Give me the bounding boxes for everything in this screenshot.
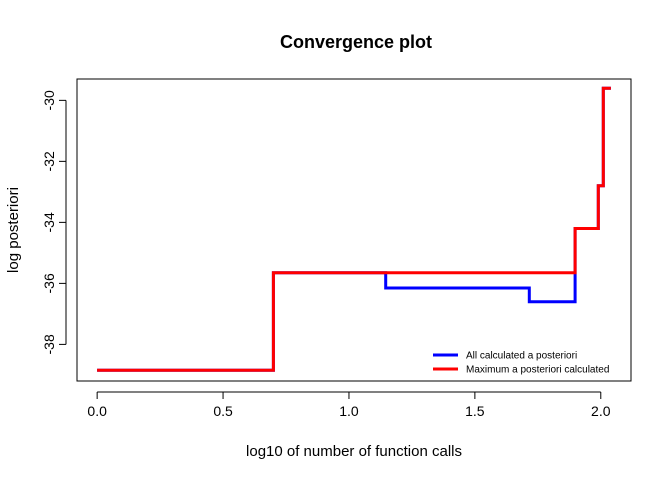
chart-title: Convergence plot (280, 32, 432, 52)
plot-frame (76, 78, 632, 382)
series-line-2 (97, 86, 611, 372)
y-tick-label: -32 (41, 151, 57, 171)
x-tick-label: 0.0 (87, 403, 107, 419)
y-tick-label: -30 (41, 90, 57, 110)
y-tick-label: -36 (41, 273, 57, 293)
x-tick-label: 0.5 (213, 403, 233, 419)
x-tick-label: 1.5 (465, 403, 485, 419)
legend-label-1: All calculated a posteriori (466, 351, 577, 362)
x-axis: 0.0 0.5 1.0 1.5 2.0 (87, 391, 611, 419)
y-axis: -30 -32 -34 -36 -38 (41, 90, 67, 355)
x-tick-label: 2.0 (591, 403, 611, 419)
y-tick-label: -38 (41, 334, 57, 354)
series-line-1 (97, 86, 611, 372)
legend: All calculated a posteriori Maximum a pos… (433, 351, 609, 376)
legend-label-2: Maximum a posteriori calculated (466, 365, 609, 376)
plot-area (76, 78, 632, 382)
series-layer (97, 86, 611, 372)
x-axis-label: log10 of number of function calls (246, 443, 462, 460)
y-axis-label: log posteriori (5, 187, 22, 273)
y-tick-label: -34 (41, 212, 57, 232)
x-tick-label: 1.0 (339, 403, 359, 419)
